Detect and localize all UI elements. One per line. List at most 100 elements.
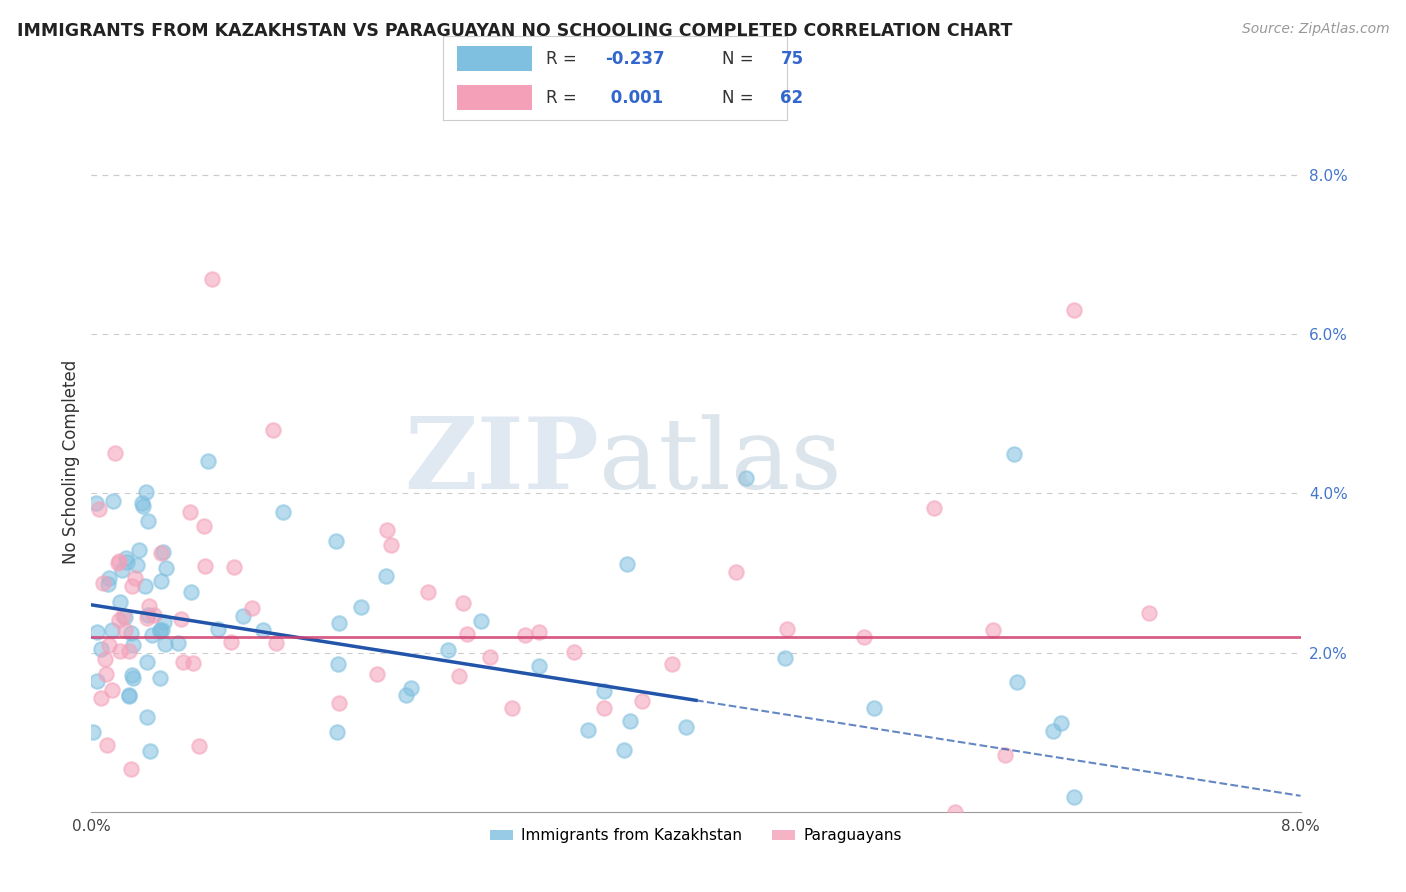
Point bbox=[193, 519, 215, 533]
Point bbox=[118, 644, 141, 658]
Text: R =: R = bbox=[546, 50, 582, 68]
Point bbox=[592, 684, 614, 698]
Point bbox=[1042, 723, 1064, 738]
Point bbox=[328, 657, 350, 672]
Point bbox=[922, 500, 945, 515]
Text: N =: N = bbox=[721, 88, 759, 106]
Point bbox=[994, 748, 1017, 763]
Point bbox=[149, 546, 172, 560]
Point bbox=[1063, 790, 1085, 805]
Point bbox=[152, 615, 174, 629]
Point bbox=[97, 571, 120, 585]
Point bbox=[94, 667, 117, 681]
Point bbox=[375, 569, 398, 583]
Point bbox=[262, 423, 284, 437]
Point bbox=[107, 556, 129, 570]
Text: Source: ZipAtlas.com: Source: ZipAtlas.com bbox=[1241, 22, 1389, 37]
Point bbox=[1063, 303, 1085, 318]
Point bbox=[121, 668, 143, 682]
Point bbox=[104, 445, 127, 459]
Point bbox=[328, 696, 350, 710]
Point bbox=[111, 609, 134, 624]
Point bbox=[139, 744, 162, 758]
Point bbox=[375, 524, 398, 538]
Point bbox=[118, 688, 141, 702]
Point bbox=[437, 643, 460, 657]
Point bbox=[172, 656, 194, 670]
Point bbox=[456, 626, 478, 640]
Point bbox=[149, 624, 172, 638]
Point bbox=[576, 723, 599, 737]
Point bbox=[273, 505, 295, 519]
Text: atlas: atlas bbox=[599, 414, 842, 509]
Point bbox=[773, 651, 796, 665]
Point bbox=[1005, 674, 1028, 689]
Point bbox=[167, 636, 190, 650]
Point bbox=[630, 694, 652, 708]
Point bbox=[366, 666, 388, 681]
Point bbox=[108, 594, 131, 608]
Point bbox=[181, 656, 204, 670]
Point bbox=[108, 554, 131, 568]
Point bbox=[86, 495, 108, 509]
Point bbox=[943, 805, 966, 819]
Point bbox=[593, 700, 616, 714]
Point bbox=[86, 625, 108, 640]
Point bbox=[418, 585, 440, 599]
Point bbox=[128, 543, 150, 558]
Point bbox=[138, 599, 160, 614]
Point bbox=[108, 644, 131, 658]
Y-axis label: No Schooling Completed: No Schooling Completed bbox=[62, 359, 80, 564]
Point bbox=[135, 484, 157, 499]
Point bbox=[179, 505, 201, 519]
Point bbox=[451, 596, 474, 610]
Point bbox=[619, 714, 641, 728]
Text: 0.001: 0.001 bbox=[605, 88, 662, 106]
Point bbox=[661, 657, 683, 672]
Point bbox=[470, 614, 492, 628]
Point bbox=[149, 623, 172, 637]
Point bbox=[98, 638, 121, 652]
Point bbox=[107, 613, 129, 627]
Point bbox=[201, 271, 224, 285]
Point bbox=[675, 720, 697, 734]
Point bbox=[155, 637, 177, 651]
Point bbox=[252, 624, 274, 638]
Point bbox=[325, 725, 347, 739]
Point bbox=[170, 612, 193, 626]
Point bbox=[136, 514, 159, 528]
Point bbox=[380, 537, 402, 551]
Point bbox=[114, 623, 136, 637]
Point bbox=[115, 556, 138, 570]
Point bbox=[120, 625, 142, 640]
Point bbox=[131, 496, 153, 510]
Point bbox=[479, 650, 502, 665]
Point bbox=[188, 739, 211, 753]
Point bbox=[219, 635, 242, 649]
Point bbox=[101, 682, 124, 697]
Point bbox=[136, 611, 159, 625]
Point bbox=[96, 576, 118, 591]
Point bbox=[135, 655, 157, 669]
Point bbox=[724, 566, 747, 580]
Text: R =: R = bbox=[546, 88, 582, 106]
Point bbox=[134, 579, 156, 593]
Point bbox=[328, 615, 350, 630]
Point bbox=[114, 610, 136, 624]
Point bbox=[93, 576, 115, 591]
Point bbox=[513, 628, 536, 642]
Point bbox=[136, 710, 159, 724]
Point bbox=[122, 638, 145, 652]
Point bbox=[325, 534, 347, 549]
Point bbox=[394, 688, 416, 702]
Point bbox=[863, 701, 886, 715]
Point bbox=[1139, 606, 1161, 620]
Point bbox=[101, 493, 124, 508]
Point bbox=[240, 601, 263, 615]
Bar bbox=[457, 45, 533, 71]
Point bbox=[529, 659, 551, 673]
Point bbox=[111, 563, 134, 577]
Point bbox=[100, 623, 122, 637]
Point bbox=[616, 558, 638, 572]
Point bbox=[120, 762, 142, 776]
